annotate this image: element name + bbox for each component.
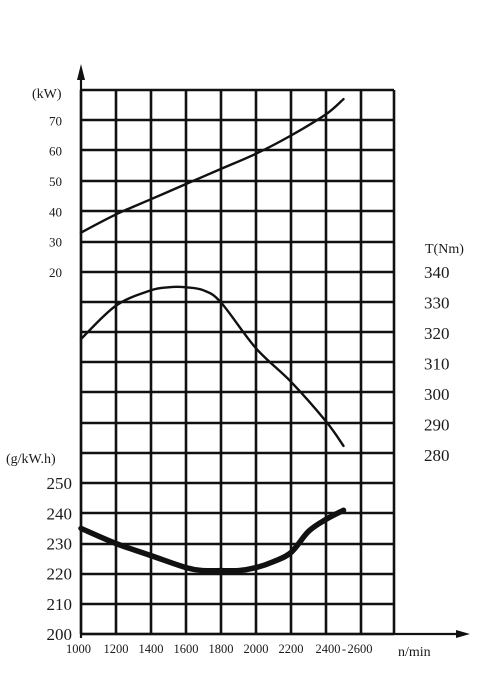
fuel-tick-label: 240 — [47, 504, 73, 523]
power-tick-label: 60 — [49, 144, 62, 159]
x-tick-label: 2200 — [279, 642, 304, 656]
fuel-tick-label: 230 — [47, 534, 73, 553]
fuel-tick-label: 250 — [47, 474, 73, 493]
x-tick-label: 1800 — [209, 642, 234, 656]
power-tick-label: 30 — [49, 235, 62, 250]
fuel-axis-ticks: 250 240 230 220 210 200 — [47, 474, 73, 644]
fuel-tick-label: 200 — [47, 625, 73, 644]
fuel-tick-label: 210 — [47, 595, 73, 614]
fuel-axis-unit: (g/kW.h) — [6, 452, 56, 467]
x-tick-label: 2000 — [244, 642, 269, 656]
torque-tick-label: 330 — [424, 294, 450, 313]
x-tick-label: 1200 — [104, 642, 129, 656]
x-tick-label: 1000 — [66, 642, 91, 656]
x-axis-arrow — [456, 630, 470, 638]
power-axis-ticks: 70 60 50 40 30 20 — [49, 113, 62, 280]
power-tick-label: 40 — [49, 204, 62, 219]
torque-axis-unit: T(Nm) — [425, 242, 464, 257]
x-axis-ticks: 1000 1200 1400 1600 1800 2000 2200 2400 2600- — [66, 642, 373, 656]
fuel-curve — [78, 507, 347, 574]
x-tick-label: 1400 — [139, 642, 164, 656]
x-tick-separator: - — [342, 642, 346, 656]
torque-tick-label: 320 — [424, 324, 450, 343]
power-axis-unit: (kW) — [32, 87, 62, 102]
chart-axes — [77, 64, 470, 638]
chart-curves — [78, 97, 347, 574]
power-tick-label: 70 — [49, 113, 62, 128]
chart-grid — [79, 88, 396, 636]
x-tick-label: 1600 — [174, 642, 199, 656]
power-curve — [79, 97, 345, 234]
x-tick-label: 2400 — [316, 642, 341, 656]
torque-curve — [79, 285, 345, 448]
power-tick-label: 20 — [49, 265, 62, 280]
torque-tick-label: 290 — [424, 416, 450, 435]
torque-tick-label: 340 — [424, 263, 450, 282]
torque-tick-label: 300 — [424, 385, 450, 404]
torque-tick-label: 280 — [424, 446, 450, 465]
y-axis-arrow — [77, 64, 85, 80]
power-tick-label: 50 — [49, 174, 62, 189]
x-axis-label: n/min — [398, 645, 431, 660]
torque-axis-ticks: 340 330 320 310 300 290 280 — [424, 263, 450, 465]
x-tick-label: 2600 — [348, 642, 373, 656]
torque-tick-label: 310 — [424, 355, 450, 374]
fuel-tick-label: 220 — [47, 565, 73, 584]
